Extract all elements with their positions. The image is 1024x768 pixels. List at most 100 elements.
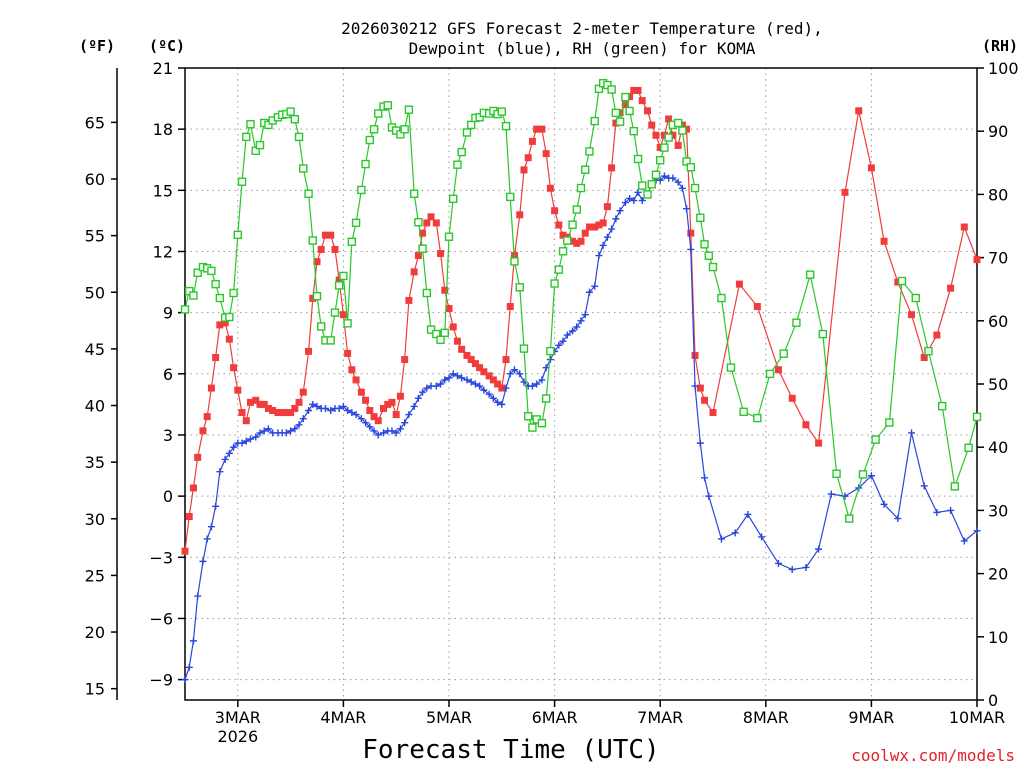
data-point [370, 427, 378, 435]
series-dewpoint [181, 172, 981, 684]
fahrenheit-tick-label: 30 [85, 510, 105, 529]
data-point [559, 231, 567, 239]
data-point [920, 353, 928, 361]
data-point [374, 109, 383, 118]
x-tick-label: 8MAR [743, 708, 789, 727]
data-point [234, 386, 242, 394]
data-point [709, 409, 717, 417]
data-point [242, 417, 250, 425]
data-point [362, 396, 370, 404]
data-point [476, 364, 484, 372]
data-point [805, 270, 815, 279]
data-point [626, 93, 634, 101]
data-point [264, 404, 272, 412]
data-point [445, 305, 453, 313]
rh-unit-label: (RH) [982, 37, 1018, 55]
data-point [264, 425, 272, 433]
data-point [595, 252, 603, 260]
celsius-tick-label: 12 [153, 242, 173, 261]
data-point [246, 435, 254, 443]
data-point [774, 366, 782, 374]
data-point [815, 439, 823, 447]
fahrenheit-unit-label: (ºF) [79, 37, 115, 55]
data-point [708, 262, 718, 272]
data-point [278, 409, 286, 417]
data-point [230, 364, 238, 372]
data-point [344, 407, 352, 415]
data-point [334, 281, 344, 290]
fahrenheit-tick-label: 50 [85, 283, 105, 302]
data-point [374, 431, 382, 439]
data-point [625, 106, 634, 116]
data-point [343, 319, 352, 328]
rh-tick-label: 60 [988, 312, 1008, 331]
data-point [388, 427, 396, 435]
data-point [339, 271, 348, 281]
data-point [462, 128, 472, 137]
data-point [388, 398, 396, 406]
data-point [638, 97, 646, 105]
data-point [445, 374, 453, 382]
data-point [181, 547, 189, 555]
data-point [366, 423, 374, 431]
data-point [550, 279, 559, 288]
data-point [616, 109, 624, 117]
data-point [410, 402, 418, 410]
data-point [485, 390, 493, 398]
data-point [256, 400, 264, 408]
data-point [352, 411, 360, 419]
data-point [687, 229, 695, 237]
data-point [274, 409, 282, 417]
data-point [313, 258, 321, 266]
data-point [305, 347, 313, 355]
data-point [696, 384, 704, 392]
data-point [498, 384, 506, 392]
fahrenheit-tick-label: 25 [85, 566, 105, 585]
fahrenheit-tick-label: 15 [85, 680, 105, 699]
data-point [185, 286, 194, 296]
rh-tick-label: 0 [988, 691, 998, 710]
data-point [506, 303, 514, 311]
data-point [295, 398, 303, 406]
data-point [229, 288, 238, 298]
data-point [633, 154, 643, 164]
data-point [506, 192, 515, 202]
data-point [753, 303, 761, 311]
data-point [546, 184, 554, 192]
data-point [652, 131, 660, 139]
celsius-tick-label: −9 [149, 671, 173, 690]
data-point [252, 433, 260, 441]
data-point [294, 132, 304, 142]
data-point [246, 398, 254, 406]
data-point [237, 177, 247, 186]
data-point [348, 409, 356, 417]
data-point [690, 183, 700, 193]
data-point [380, 429, 388, 437]
data-point [427, 213, 435, 221]
data-point [595, 221, 603, 229]
data-point [608, 164, 616, 172]
data-point [788, 566, 796, 574]
credit-text: coolwx.com/models [851, 746, 1015, 765]
data-point [432, 219, 440, 227]
celsius-tick-label: 15 [153, 181, 173, 200]
data-point [569, 327, 577, 335]
data-point [466, 120, 476, 130]
data-point [287, 427, 295, 435]
data-point [731, 529, 739, 537]
data-point [409, 189, 419, 198]
data-point [585, 147, 594, 156]
data-point [335, 276, 343, 284]
data-point [453, 372, 461, 380]
data-point [410, 268, 418, 276]
x-tick-label: 6MAR [532, 708, 578, 727]
data-point [542, 150, 550, 158]
x-tick-sublabel: 2026 [217, 727, 258, 746]
data-point [638, 181, 647, 190]
data-point [717, 293, 726, 303]
data-point [286, 107, 295, 116]
data-point [185, 663, 193, 671]
data-point [541, 394, 551, 403]
data-point [242, 132, 251, 142]
data-point [871, 435, 880, 444]
